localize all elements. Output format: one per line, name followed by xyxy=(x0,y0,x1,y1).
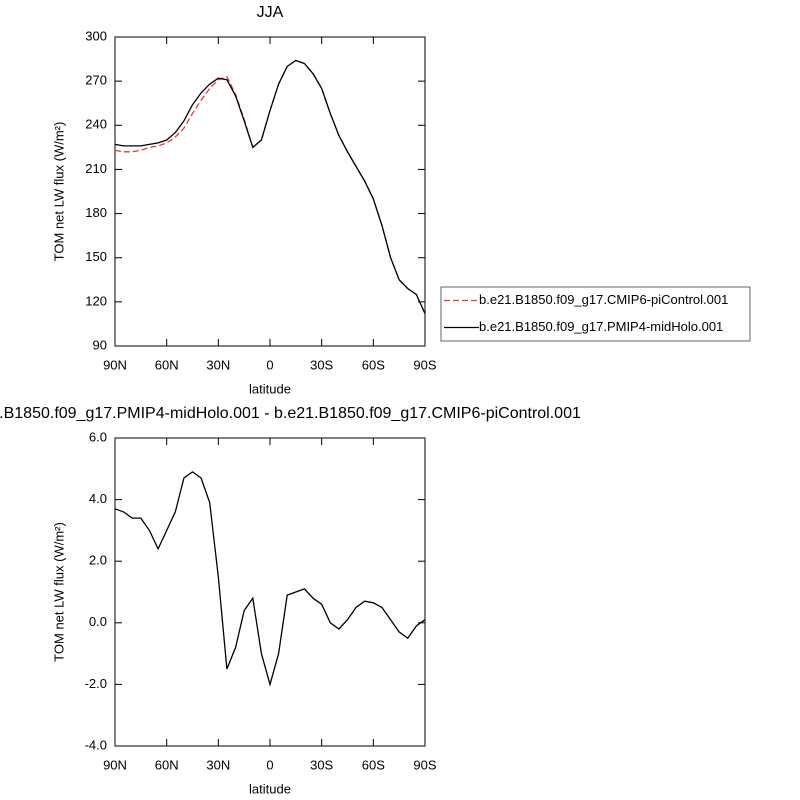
x-tick-label: 90S xyxy=(413,757,436,772)
y-tick-label: 270 xyxy=(85,73,107,88)
x-tick-label: 60S xyxy=(362,357,385,372)
x-tick-label: 60S xyxy=(362,757,385,772)
y-tick-label: 210 xyxy=(85,161,107,176)
x-tick-label: 30N xyxy=(206,357,230,372)
plot-frame xyxy=(114,36,426,347)
x-tick-label: 90N xyxy=(103,357,127,372)
x-tick-label: 30S xyxy=(310,757,333,772)
series-line xyxy=(114,59,426,314)
x-axis-label: latitude xyxy=(249,381,291,396)
x-tick-label: 30N xyxy=(206,757,230,772)
y-tick-label: -4.0 xyxy=(85,737,107,752)
y-tick-label: 180 xyxy=(85,205,107,220)
x-tick-label: 60N xyxy=(155,357,179,372)
x-tick-label: 0 xyxy=(266,757,273,772)
series-line xyxy=(114,471,426,687)
y-tick-label: 90 xyxy=(93,337,107,352)
y-tick-label: 6.0 xyxy=(89,429,107,444)
legend-label: b.e21.B1850.f09_g17.PMIP4-midHolo.001 xyxy=(479,319,723,334)
legend-box xyxy=(440,286,751,342)
chart-title: b.e21.B1850.f09_g17.PMIP4-midHolo.001 - … xyxy=(0,405,581,422)
y-tick-label: 150 xyxy=(85,249,107,264)
y-tick-label: 300 xyxy=(85,28,107,43)
y-axis-label: TOM net LW flux (W/m²) xyxy=(51,122,66,262)
y-tick-label: 4.0 xyxy=(89,491,107,506)
y-tick-label: 0.0 xyxy=(89,614,107,629)
chart-title: JJA xyxy=(257,4,284,21)
x-tick-label: 90N xyxy=(103,757,127,772)
y-tick-label: 240 xyxy=(85,117,107,132)
y-axis-label: TOM net LW flux (W/m²) xyxy=(51,522,66,662)
x-tick-label: 60N xyxy=(155,757,179,772)
y-tick-label: 2.0 xyxy=(89,553,107,568)
x-axis-label: latitude xyxy=(249,781,291,796)
y-tick-label: -2.0 xyxy=(85,676,107,691)
legend-label: b.e21.B1850.f09_g17.CMIP6-piControl.001 xyxy=(479,292,728,307)
series-line xyxy=(114,59,426,314)
y-tick-label: 120 xyxy=(85,293,107,308)
x-tick-label: 0 xyxy=(266,357,273,372)
x-tick-label: 30S xyxy=(310,357,333,372)
plot-frame xyxy=(114,437,426,747)
x-tick-label: 90S xyxy=(413,357,436,372)
